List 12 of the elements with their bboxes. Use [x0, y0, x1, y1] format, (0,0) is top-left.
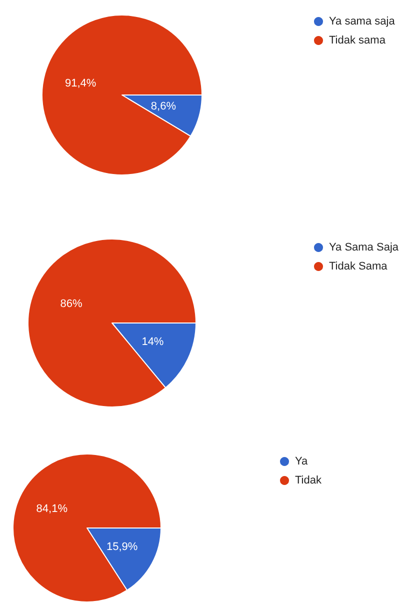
- data-label: 15,9%: [106, 541, 138, 554]
- legend-label: Ya Sama Saja: [329, 242, 400, 254]
- legend-label: Ya: [295, 456, 309, 468]
- legend-label: Tidak sama: [329, 34, 386, 46]
- data-label: 86%: [60, 298, 83, 310]
- data-label: 84,1%: [36, 502, 68, 515]
- legend-label: Tidak: [295, 474, 322, 486]
- data-label: 8,6%: [150, 100, 176, 112]
- legend-label: Ya sama saja: [329, 16, 396, 28]
- legend-label: Tidak Sama: [329, 260, 388, 272]
- data-label: 91,4%: [64, 78, 96, 90]
- data-label: 14%: [142, 336, 164, 348]
